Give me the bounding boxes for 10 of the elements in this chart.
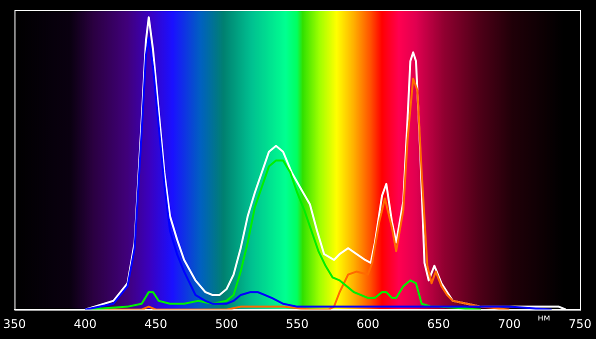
- x-tick-label: 750: [568, 316, 592, 331]
- x-axis-title: нм: [538, 313, 550, 324]
- x-tick-label: 550: [286, 316, 309, 331]
- x-tick-label: 450: [144, 316, 168, 331]
- x-tick-label: 700: [498, 316, 521, 331]
- x-tick-label: 500: [215, 316, 238, 331]
- x-tick-label: 400: [74, 316, 97, 331]
- x-tick-label: 650: [427, 316, 450, 331]
- x-tick-label: 350: [3, 316, 26, 331]
- x-tick-label: 600: [356, 316, 380, 331]
